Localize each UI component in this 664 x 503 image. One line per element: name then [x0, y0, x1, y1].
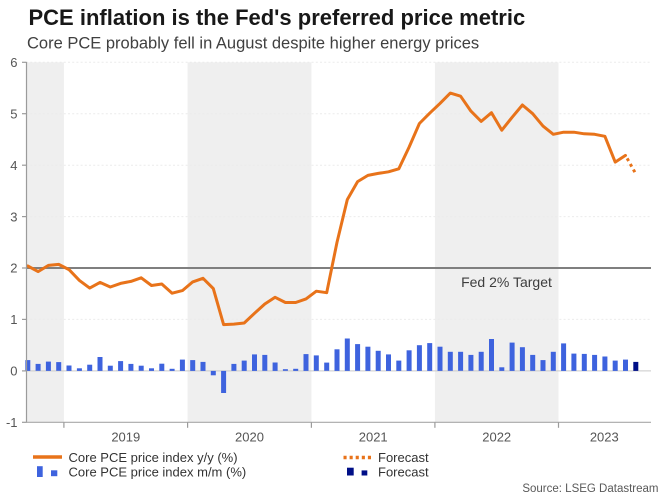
svg-text:5: 5: [10, 106, 17, 121]
svg-text:6: 6: [10, 55, 17, 70]
svg-text:-1: -1: [6, 415, 18, 430]
svg-text:Source: LSEG Datastream: Source: LSEG Datastream: [522, 483, 658, 495]
svg-text:Core PCE probably fell in Augu: Core PCE probably fell in August despite…: [27, 35, 479, 53]
svg-text:2023: 2023: [590, 430, 619, 445]
svg-text:1: 1: [10, 312, 17, 327]
svg-text:2022: 2022: [482, 430, 511, 445]
svg-text:2: 2: [10, 261, 17, 276]
svg-text:0: 0: [10, 364, 17, 379]
svg-text:2019: 2019: [111, 430, 140, 445]
svg-text:Core PCE price index m/m (%): Core PCE price index m/m (%): [69, 465, 247, 480]
svg-text:PCE inflation is the Fed's pre: PCE inflation is the Fed's preferred pri…: [29, 5, 526, 30]
svg-text:Forecast: Forecast: [378, 450, 429, 465]
svg-text:Forecast: Forecast: [378, 465, 429, 480]
svg-text:2020: 2020: [235, 430, 264, 445]
svg-text:2021: 2021: [359, 430, 388, 445]
svg-text:Fed 2% Target: Fed 2% Target: [461, 274, 552, 290]
svg-text:4: 4: [10, 158, 17, 173]
svg-text:Core PCE price index y/y (%): Core PCE price index y/y (%): [69, 450, 238, 465]
svg-text:3: 3: [10, 209, 17, 224]
